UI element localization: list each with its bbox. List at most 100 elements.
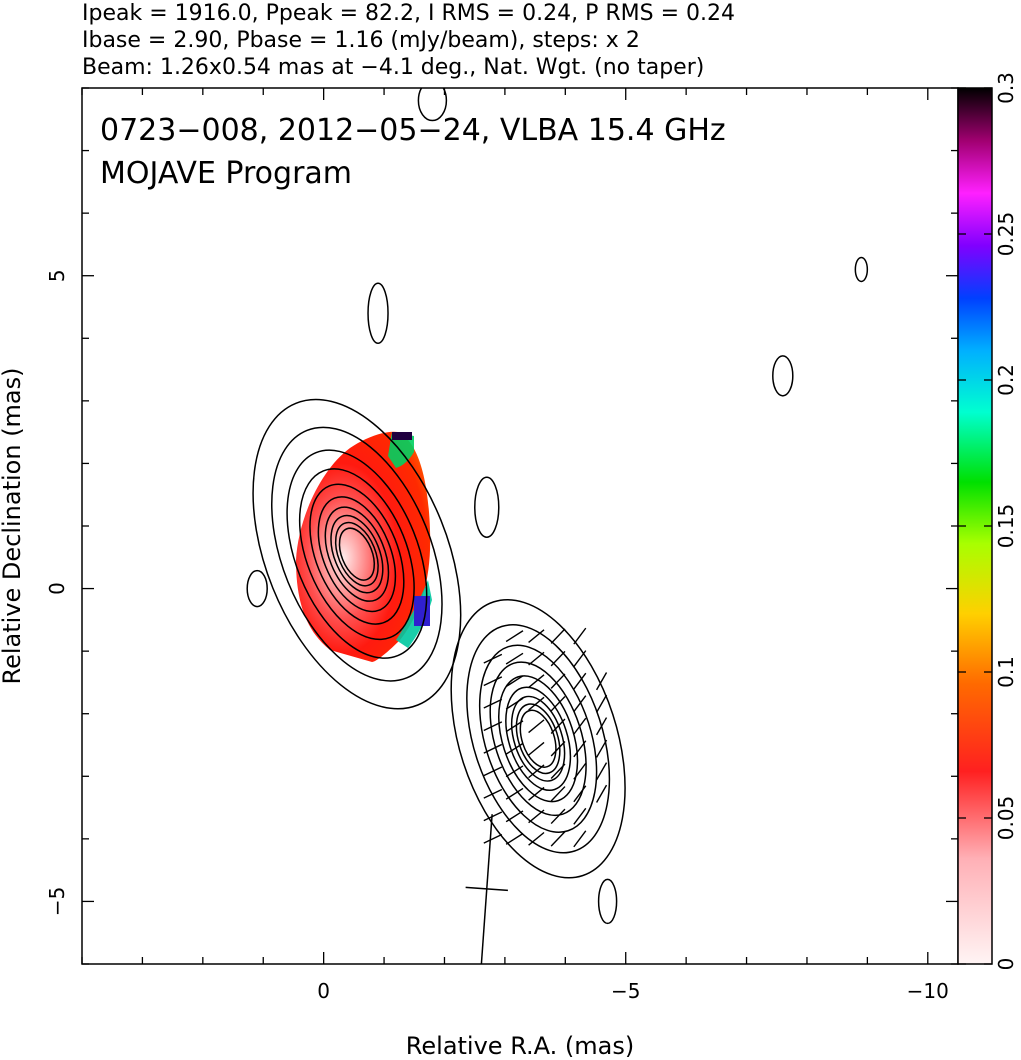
polarization-vector [483,653,503,664]
contour-island [597,878,618,925]
colorbar-tick-label: 0.25 [994,212,1018,257]
colorbar-tick-label: 0 [994,958,1018,971]
polarization-vector [550,695,566,712]
contour-island [367,282,389,345]
polarization-vector [573,672,587,690]
polarization-vector [595,672,608,691]
polarization-vector [483,721,503,732]
polarization-vector [505,832,524,845]
polarization-vector [573,785,587,803]
contour-island [854,256,869,283]
polarization-vector [528,764,545,779]
polarization-vector [595,739,608,758]
contour-island [246,569,268,608]
polarization-vector [573,807,587,825]
axis-ticks: 0 −5 −10 5 0 −5 [45,87,958,1003]
contour-core [309,483,405,625]
x-tick-label: 0 [317,979,330,1003]
colorbar-tick-label: 0.05 [994,796,1018,841]
header-line-3: Beam: 1.26x0.54 mas at −4.1 deg., Nat. W… [82,55,704,80]
polarization-vector [595,784,608,803]
contour-core [271,426,443,682]
annotation-source: 0723−008, 2012−05−24, VLBA 15.4 GHz [100,113,726,148]
contour-core [298,468,415,641]
contour-jet [510,695,566,782]
polarization-vector [573,627,587,645]
polarization-vector [483,676,503,687]
beam-marker [465,814,508,964]
beam-minor-axis [465,886,508,892]
polarization-color-patch [296,431,431,662]
polarization-vector [505,675,524,688]
contour-core [317,496,397,613]
header-line-1: Ipeak = 1916.0, Ppeak = 82.2, I RMS = 0.… [82,1,735,26]
polarization-vector [528,831,545,846]
polarization-vector [550,786,566,802]
plot-area: 0 −5 −10 5 0 −5 0723−008, 2012−05−24, VLBA 15… [45,87,959,1003]
contour-core [324,506,390,602]
polarization-vector [528,651,545,666]
polarization-vector [573,650,587,668]
colorbar: 0 0.05 0.1 0.15 0.2 0.25 0.3 [957,72,1018,970]
contour-core [334,521,379,587]
contour-jet [498,675,579,803]
annotation-program: MOJAVE Program [100,156,352,191]
header-line-2: Ibase = 2.90, Pbase = 1.16 (mJy/beam), s… [82,28,640,53]
colorbar-tick-label: 0.15 [994,504,1018,549]
polarization-vector [595,717,608,736]
polarization-vector [550,831,566,847]
polarization-vector [483,698,503,709]
polarization-vector [528,786,545,801]
polarization-vector [573,830,587,848]
contour-layer [246,88,869,925]
colorbar-ticks: 0 0.05 0.1 0.15 0.2 0.25 0.3 [958,72,1018,970]
x-tick-label: −5 [611,979,640,1003]
polarization-vector [550,763,566,779]
contour-jet [505,686,572,792]
contour-core [338,527,376,581]
polarization-color-right-dark [414,596,430,626]
polarization-vector [505,810,524,823]
y-tick-label: −5 [45,887,69,916]
polarization-vector [505,787,524,800]
polarization-vectors [483,627,608,848]
polarization-vector [550,741,566,757]
polarization-color-top-dark [392,432,412,440]
polarization-vector [483,833,503,844]
colorbar-tick-label: 0.2 [994,364,1018,396]
contour-jet [489,661,587,817]
contour-core [330,514,384,594]
polarization-vector [573,740,587,758]
x-tick-label: −10 [907,979,949,1003]
polarization-vector [483,743,503,754]
contour-island [772,355,794,397]
polarization-vector [573,762,587,780]
polarization-vector [595,762,608,781]
polarization-vector [483,788,503,799]
polarization-vector [550,650,566,667]
polarization-vector [528,674,545,689]
polarization-vector [505,765,524,778]
polarization-vector [528,741,545,756]
header: Ipeak = 1916.0, Ppeak = 82.2, I RMS = 0.… [82,1,735,80]
colorbar-tick-label: 0.1 [994,656,1018,688]
polarization-vector [528,809,545,824]
polarization-vector [595,694,608,713]
polarization-vector [528,696,545,711]
polarization-vector [550,673,566,689]
polarization-vector [550,628,566,644]
contour-jet [450,598,626,879]
contour-island [474,476,500,538]
y-axis-label: Relative Declination (mas) [0,367,26,684]
polarization-vector [505,742,524,755]
y-tick-label: 5 [45,269,69,282]
polarization-vector [573,695,587,713]
contour-island [417,88,448,122]
polarization-vector [505,720,524,733]
polarization-vector [483,766,503,777]
plot-frame [81,87,959,965]
contour-core [286,449,428,659]
colorbar-tick-label: 0.3 [994,72,1018,104]
polarization-vector [483,811,503,822]
